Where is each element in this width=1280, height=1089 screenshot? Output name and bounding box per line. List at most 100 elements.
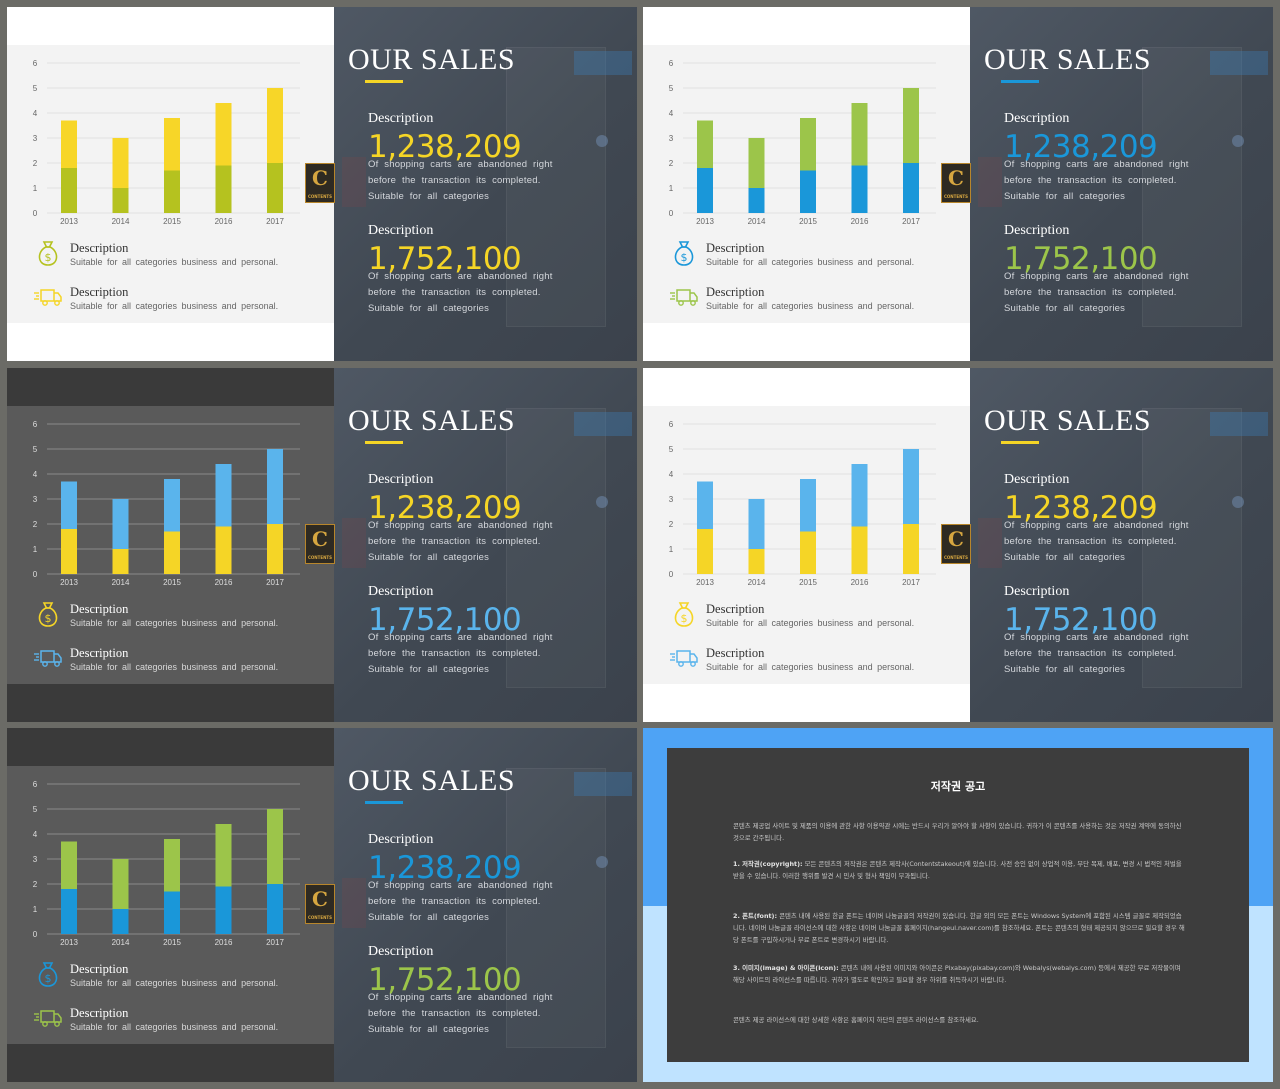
description-label-2: Description bbox=[1004, 223, 1070, 238]
bar-2013-series-2 bbox=[61, 120, 77, 168]
y-tick-label: 1 bbox=[669, 184, 674, 193]
sales-slide-2: $ Description Suitable for all categorie… bbox=[643, 7, 1273, 361]
slide-title: OUR SALES bbox=[984, 404, 1152, 437]
legend-title-2: Description bbox=[70, 285, 129, 299]
bar-2013-series-1 bbox=[697, 529, 713, 574]
description-label-1: Description bbox=[368, 472, 434, 487]
legend-text-1: Suitable for all categories business and… bbox=[70, 618, 279, 628]
svg-text:$: $ bbox=[45, 972, 52, 985]
body-line-1b: before the transaction its completed. bbox=[368, 896, 541, 907]
legend-title-2: Description bbox=[706, 285, 765, 299]
notice-copyright-heading: 1. 저작권(copyright): bbox=[733, 860, 803, 868]
chart-side: $ Description Suitable for all categorie… bbox=[643, 368, 970, 722]
background-label bbox=[1210, 51, 1268, 75]
bar-2016-series-1 bbox=[215, 886, 232, 934]
legend-title-1: Description bbox=[70, 602, 129, 616]
x-tick-label: 2016 bbox=[851, 578, 869, 587]
copyright-notice-slide: 저작권 공고 콘텐츠 제공업 사이트 및 제품의 이용에 관한 사항 이용약관 … bbox=[643, 728, 1273, 1082]
background-bars bbox=[342, 518, 366, 568]
notice-font-heading: 2. 폰트(font): bbox=[733, 912, 778, 920]
bar-2017-series-1 bbox=[903, 524, 919, 574]
bar-2013-series-2 bbox=[61, 841, 77, 889]
x-tick-label: 2013 bbox=[60, 217, 78, 226]
bar-2017-series-2 bbox=[267, 809, 283, 884]
body-line-2b: before the transaction its completed. bbox=[368, 648, 541, 659]
background-dot bbox=[596, 856, 608, 868]
legend-text-2: Suitable for all categories business and… bbox=[70, 662, 279, 672]
x-tick-label: 2015 bbox=[799, 578, 817, 587]
x-tick-label: 2016 bbox=[215, 578, 233, 587]
body-line-1a: Of shopping carts are abandoned right bbox=[1004, 159, 1189, 170]
stacked-bar-chart: 0 1 2 3 4 5 6 2013 2014 2015 2016 2017 bbox=[669, 59, 936, 226]
y-tick-label: 6 bbox=[33, 59, 38, 68]
title-underline bbox=[1001, 80, 1039, 83]
x-tick-label: 2014 bbox=[748, 578, 766, 587]
x-tick-label: 2016 bbox=[851, 217, 869, 226]
brand-logo: C CONTENTS bbox=[305, 884, 335, 924]
y-tick-label: 0 bbox=[33, 209, 38, 218]
body-line-1b: before the transaction its completed. bbox=[368, 175, 541, 186]
bar-2014-series-2 bbox=[112, 138, 129, 188]
y-tick-label: 2 bbox=[33, 880, 38, 889]
notice-box: 저작권 공고 콘텐츠 제공업 사이트 및 제품의 이용에 관한 사항 이용약관 … bbox=[667, 748, 1249, 1062]
bar-2013-series-1 bbox=[697, 168, 713, 213]
body-line-1c: Suitable for all categories bbox=[368, 912, 490, 923]
y-tick-label: 4 bbox=[33, 830, 38, 839]
bar-2015-series-1 bbox=[164, 531, 180, 574]
x-tick-label: 2016 bbox=[215, 217, 233, 226]
y-tick-label: 4 bbox=[669, 109, 674, 118]
bar-2014-series-1 bbox=[112, 188, 129, 213]
stacked-bar-chart: 0 1 2 3 4 5 6 2013 2014 2015 2016 2017 bbox=[669, 420, 936, 587]
sales-slide-1: $ Description Suitable for all categorie… bbox=[7, 7, 637, 361]
description-label-2: Description bbox=[368, 223, 434, 238]
y-tick-label: 4 bbox=[33, 109, 38, 118]
y-tick-label: 0 bbox=[669, 570, 674, 579]
y-tick-label: 4 bbox=[33, 470, 38, 479]
legend-title-1: Description bbox=[70, 962, 129, 976]
body-line-1a: Of shopping carts are abandoned right bbox=[368, 520, 553, 531]
brand-logo: C CONTENTS bbox=[305, 524, 335, 564]
money-bag-icon: $ bbox=[33, 960, 63, 988]
y-tick-label: 2 bbox=[669, 159, 674, 168]
notice-image-heading: 3. 이미지(image) & 아이콘(icon): bbox=[733, 964, 839, 972]
big-number-2: 1,752,100 bbox=[368, 602, 522, 638]
body-line-2b: before the transaction its completed. bbox=[368, 287, 541, 298]
bar-2015-series-2 bbox=[800, 118, 816, 171]
background-dot bbox=[596, 496, 608, 508]
bar-2017-series-2 bbox=[267, 449, 283, 524]
x-tick-label: 2015 bbox=[163, 578, 181, 587]
bar-2013-series-1 bbox=[61, 529, 77, 574]
text-side: OUR SALES Description 1,238,209 Of shopp… bbox=[334, 7, 637, 361]
legend-title-2: Description bbox=[706, 646, 765, 660]
x-tick-label: 2013 bbox=[696, 578, 714, 587]
y-tick-label: 5 bbox=[33, 445, 38, 454]
bar-2017-series-1 bbox=[267, 163, 283, 213]
legend-title-1: Description bbox=[706, 602, 765, 616]
bar-2014-series-1 bbox=[748, 549, 765, 574]
body-line-2b: before the transaction its completed. bbox=[1004, 287, 1177, 298]
x-tick-label: 2015 bbox=[163, 217, 181, 226]
background-bars bbox=[342, 157, 366, 207]
legend-text-1: Suitable for all categories business and… bbox=[70, 257, 279, 267]
notice-font-text: 콘텐츠 내에 사용된 한글 폰트는 네이버 나눔글꼴의 저작권이 있습니다. 한… bbox=[733, 912, 1185, 944]
background-dot bbox=[596, 135, 608, 147]
sales-slide-3: $ Description Suitable for all categorie… bbox=[7, 368, 637, 722]
svg-text:$: $ bbox=[681, 612, 688, 625]
big-number-2: 1,752,100 bbox=[368, 241, 522, 277]
stacked-bar-chart: 0 1 2 3 4 5 6 2013 2014 2015 2016 2017 bbox=[33, 59, 300, 226]
bar-2014-series-2 bbox=[748, 499, 765, 549]
y-tick-label: 5 bbox=[33, 805, 38, 814]
logo-subtext: CONTENTS bbox=[307, 915, 333, 920]
delivery-truck-icon bbox=[669, 644, 699, 672]
logo-subtext: CONTENTS bbox=[943, 194, 969, 199]
description-label-2: Description bbox=[368, 944, 434, 959]
body-line-1a: Of shopping carts are abandoned right bbox=[368, 880, 553, 891]
description-label-2: Description bbox=[1004, 584, 1070, 599]
text-side: OUR SALES Description 1,238,209 Of shopp… bbox=[334, 368, 637, 722]
text-side: OUR SALES Description 1,238,209 Of shopp… bbox=[970, 368, 1273, 722]
brand-logo: C CONTENTS bbox=[305, 163, 335, 203]
money-bag-icon: $ bbox=[669, 600, 699, 628]
x-tick-label: 2015 bbox=[163, 938, 181, 947]
bar-2016-series-2 bbox=[851, 464, 868, 527]
body-line-1b: before the transaction its completed. bbox=[1004, 175, 1177, 186]
